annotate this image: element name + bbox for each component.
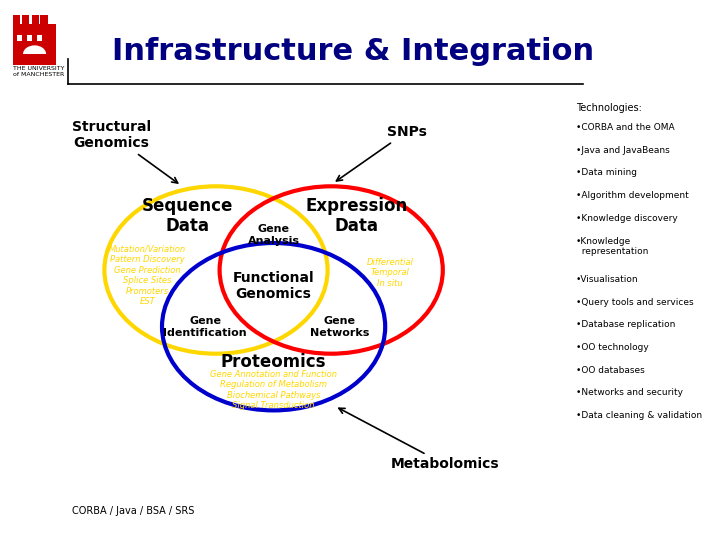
Bar [13, 15, 20, 24]
Text: Proteomics: Proteomics [221, 353, 326, 371]
Text: •Database replication: •Database replication [576, 320, 675, 329]
Text: •Data cleaning & validation: •Data cleaning & validation [576, 411, 702, 420]
Text: Gene
Identification: Gene Identification [163, 316, 247, 338]
Text: SNPs: SNPs [336, 125, 427, 181]
Text: Technologies:: Technologies: [576, 103, 642, 113]
Text: Gene Annotation and Function
Regulation of Metabolism
Biochemical Pathways
Signa: Gene Annotation and Function Regulation … [210, 370, 337, 410]
Bar [13, 24, 56, 65]
Text: THE UNIVERSITY
of MANCHESTER: THE UNIVERSITY of MANCHESTER [13, 66, 65, 77]
Text: Sequence
Data: Sequence Data [142, 197, 233, 235]
Text: Mutation/Variation
Pattern Discovery
Gene Prediction
Splice Sites
Promoters
EST: Mutation/Variation Pattern Discovery Gen… [109, 245, 186, 306]
Text: •Knowledge discovery: •Knowledge discovery [576, 214, 678, 223]
Wedge shape [23, 45, 46, 54]
Text: •Networks and security: •Networks and security [576, 388, 683, 397]
Bar [27, 35, 32, 40]
Bar [37, 35, 42, 40]
Bar [17, 35, 22, 40]
Text: Gene
Analysis: Gene Analysis [248, 224, 300, 246]
Bar [32, 15, 39, 24]
Bar [40, 15, 48, 24]
Text: •Java and JavaBeans: •Java and JavaBeans [576, 146, 670, 155]
Text: Functional
Genomics: Functional Genomics [233, 271, 315, 301]
Text: CORBA / Java / BSA / SRS: CORBA / Java / BSA / SRS [72, 505, 194, 516]
Text: Infrastructure & Integration: Infrastructure & Integration [112, 37, 594, 66]
Text: •Knowledge
  representation: •Knowledge representation [576, 237, 649, 256]
Text: Metabolomics: Metabolomics [339, 408, 499, 471]
Text: •CORBA and the OMA: •CORBA and the OMA [576, 123, 675, 132]
Text: Expression
Data: Expression Data [305, 197, 408, 235]
Text: •OO databases: •OO databases [576, 366, 644, 375]
Text: •Query tools and services: •Query tools and services [576, 298, 693, 307]
Text: Structural
Genomics: Structural Genomics [72, 120, 178, 183]
Text: Differential
Temporal
In situ: Differential Temporal In situ [366, 258, 414, 288]
Text: Gene
Networks: Gene Networks [310, 316, 369, 338]
Text: •OO technology: •OO technology [576, 343, 649, 352]
Text: •Algorithm development: •Algorithm development [576, 191, 689, 200]
Text: •Visualisation: •Visualisation [576, 275, 639, 284]
Text: •Data mining: •Data mining [576, 168, 637, 178]
Bar [22, 15, 29, 24]
